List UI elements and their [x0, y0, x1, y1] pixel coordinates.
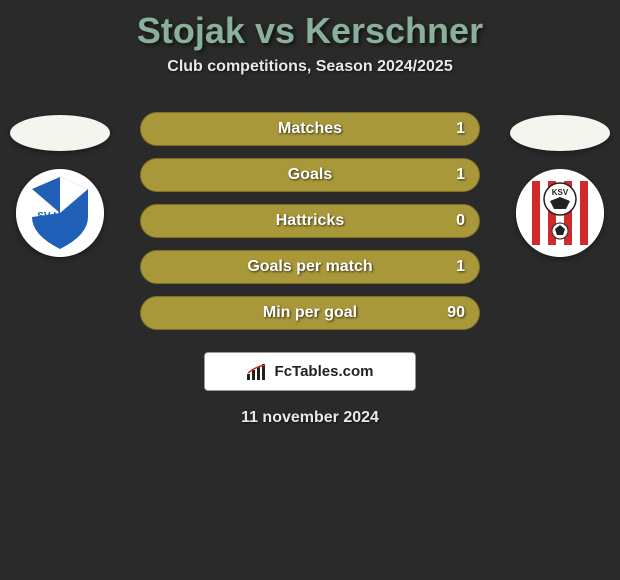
stats-list: Matches 1 Goals 1 Hattricks 0 Goals per … [140, 100, 480, 330]
stat-row-min-per-goal: Min per goal 90 [140, 296, 480, 330]
stat-row-hattricks: Hattricks 0 [140, 204, 480, 238]
svg-text:SV HORN: SV HORN [37, 211, 83, 222]
stat-row-matches: Matches 1 [140, 112, 480, 146]
stat-row-goals: Goals 1 [140, 158, 480, 192]
stat-right-value: 1 [456, 166, 465, 184]
stat-label: Goals [141, 166, 479, 184]
stat-right-value: 0 [456, 212, 465, 230]
bar-chart-icon [247, 364, 269, 380]
svg-text:KSV: KSV [552, 188, 569, 197]
right-club-badge: KSV [516, 169, 604, 257]
subtitle: Club competitions, Season 2024/2025 [0, 58, 620, 100]
left-player-col: SV HORN [10, 115, 110, 257]
page-title: Stojak vs Kerschner [0, 0, 620, 58]
left-player-ellipse [10, 115, 110, 151]
right-player-col: KSV [510, 115, 610, 257]
left-club-badge: SV HORN [16, 169, 104, 257]
comparison-card: Stojak vs Kerschner Club competitions, S… [0, 0, 620, 427]
brand-box[interactable]: FcTables.com [204, 352, 416, 391]
stat-label: Matches [141, 120, 479, 138]
stat-right-value: 1 [456, 258, 465, 276]
date-text: 11 november 2024 [0, 391, 620, 427]
sv-horn-icon: SV HORN [16, 169, 104, 257]
stat-label: Hattricks [141, 212, 479, 230]
stat-right-value: 90 [447, 304, 465, 322]
right-player-ellipse [510, 115, 610, 151]
stat-label: Goals per match [141, 258, 479, 276]
brand-text: FcTables.com [275, 363, 374, 380]
stat-row-goals-per-match: Goals per match 1 [140, 250, 480, 284]
stat-right-value: 1 [456, 120, 465, 138]
ksv-icon: KSV [516, 169, 604, 257]
stat-label: Min per goal [141, 304, 479, 322]
